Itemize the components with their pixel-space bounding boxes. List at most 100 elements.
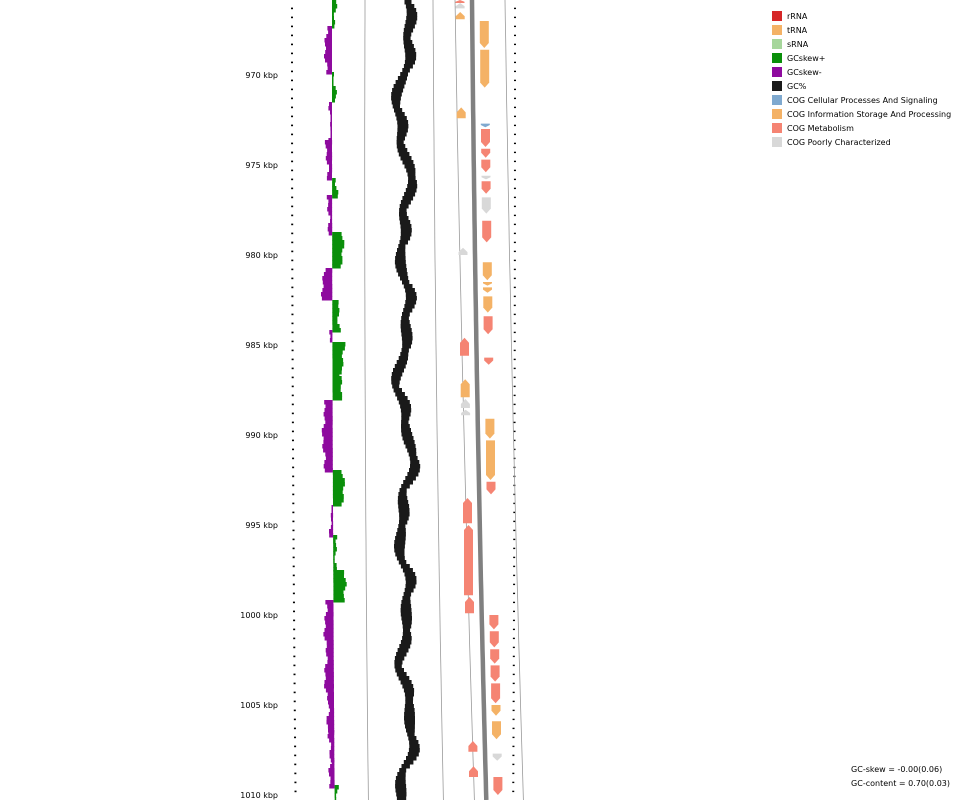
gc-content-bar <box>402 68 410 73</box>
gc-content-bar <box>395 788 407 793</box>
cds-feature-arrow <box>465 597 474 614</box>
gc-content-bar <box>402 160 414 165</box>
gc-content-bar <box>396 652 407 657</box>
gc-content-bar <box>397 772 406 777</box>
gc-skew-negative-bar <box>326 716 335 721</box>
gc-skew-negative-bar <box>324 38 332 43</box>
gc-content-bar <box>405 700 413 705</box>
cds-feature-arrow <box>469 766 478 777</box>
guide-line <box>432 0 444 800</box>
gc-skew-negative-bar <box>329 102 332 107</box>
gc-content-bar <box>397 128 408 133</box>
gc-content-bar <box>404 704 414 709</box>
gc-skew-positive-bar <box>333 578 346 583</box>
gc-skew-negative-bar <box>325 620 334 625</box>
gc-content-bar <box>405 576 417 581</box>
cds-feature-arrow <box>483 287 492 293</box>
cds-feature-arrow <box>481 129 490 147</box>
gc-content-bar <box>403 40 413 45</box>
gc-skew-positive-bar <box>333 574 344 579</box>
gc-content-bar <box>404 164 415 169</box>
gc-skew-positive-bar <box>332 0 337 5</box>
gc-skew-positive-bar <box>332 12 334 17</box>
cds-feature-arrow <box>486 440 495 480</box>
gc-content-bar <box>402 620 412 625</box>
gc-content-bar <box>401 764 410 769</box>
axis-tick-label: 970 kbp <box>245 71 278 80</box>
legend-swatch <box>772 39 782 49</box>
gc-content-bar <box>400 352 409 357</box>
gc-skew-positive-bar <box>332 358 344 363</box>
legend-item: COG Information Storage And Processing <box>772 107 951 121</box>
gc-content-bar <box>396 268 407 273</box>
gc-skew-negative-bar <box>323 448 333 453</box>
gc-skew-positive-bar <box>332 86 336 91</box>
gc-skew-negative-bar <box>324 628 334 633</box>
gc-content-bar <box>400 604 412 609</box>
cds-feature-arrow <box>456 107 466 119</box>
gc-content-bar <box>404 44 414 49</box>
cds-feature-arrow <box>481 197 491 214</box>
gc-skew-positive-bar <box>332 244 345 249</box>
gc-content-bar <box>398 508 410 513</box>
gc-skew-negative-bar <box>329 738 335 743</box>
gc-skew-negative-bar <box>326 70 332 75</box>
gc-content-bar <box>406 16 418 21</box>
gc-content-bar <box>400 72 408 77</box>
cds-feature-arrow <box>489 631 499 648</box>
gc-content-bar <box>398 152 410 157</box>
axis-tick-label: 1000 kbp <box>240 611 278 620</box>
gc-skew-positive-bar <box>332 486 344 491</box>
gc-content-bar <box>400 200 411 205</box>
cds-feature-arrow <box>480 123 490 128</box>
gc-skew-negative-bar <box>325 144 332 149</box>
gc-skew-negative-bar <box>321 292 333 297</box>
gc-content-bar <box>407 448 417 453</box>
legend-item: COG Cellular Processes And Signaling <box>772 93 951 107</box>
gc-content-bar <box>407 172 416 177</box>
gc-content-bar <box>401 316 409 321</box>
gc-content-bar <box>401 416 410 421</box>
gc-content-bar <box>399 488 407 493</box>
gc-content-bar <box>402 624 412 629</box>
legend-swatch <box>772 123 782 133</box>
gc-skew-positive-bar <box>332 304 339 309</box>
legend-item: sRNA <box>772 37 951 51</box>
gc-content-bar <box>399 644 411 649</box>
gc-skew-negative-bar <box>327 62 332 67</box>
gc-skew-negative-bar <box>327 660 334 665</box>
gc-skew-negative-bar <box>324 668 334 673</box>
gc-skew-negative-bar <box>330 513 334 518</box>
gc-skew-negative-bar <box>327 207 333 212</box>
gc-content-bar <box>405 724 415 729</box>
gc-skew-track <box>321 0 347 800</box>
gc-skew-positive-bar <box>332 328 341 333</box>
gc-content-bar <box>409 456 418 461</box>
gc-content-bar <box>407 752 419 757</box>
gc-skew-negative-bar <box>328 203 333 208</box>
gc-skew-negative-bar <box>331 521 334 526</box>
gc-content-bar <box>398 524 406 529</box>
gc-skew-negative-bar <box>326 652 334 657</box>
cds-feature-arrow <box>463 498 472 524</box>
gc-content-bar <box>394 548 405 553</box>
gc-content-bar <box>395 256 406 261</box>
gc-skew-negative-bar <box>328 223 333 228</box>
gc-skew-positive-bar <box>332 248 343 253</box>
gc-skew-negative-bar <box>322 276 333 281</box>
gc-skew-negative-bar <box>325 624 334 629</box>
gc-skew-positive-bar <box>333 598 345 603</box>
cds-feature-arrow <box>481 181 491 194</box>
gc-skew-positive-bar <box>333 555 335 560</box>
gc-skew-negative-bar <box>325 268 333 273</box>
gc-skew-negative-bar <box>328 730 335 735</box>
gc-content-bar <box>402 636 412 641</box>
cds-feature-arrow <box>493 777 503 795</box>
gc-skew-negative-bar <box>329 533 334 538</box>
gc-content-bar <box>397 648 409 653</box>
gc-content-bar <box>394 108 403 113</box>
gc-content-bar <box>395 252 406 257</box>
legend-item: COG Metabolism <box>772 121 951 135</box>
gc-content-bar <box>398 676 410 681</box>
gc-content-bar <box>399 520 408 525</box>
